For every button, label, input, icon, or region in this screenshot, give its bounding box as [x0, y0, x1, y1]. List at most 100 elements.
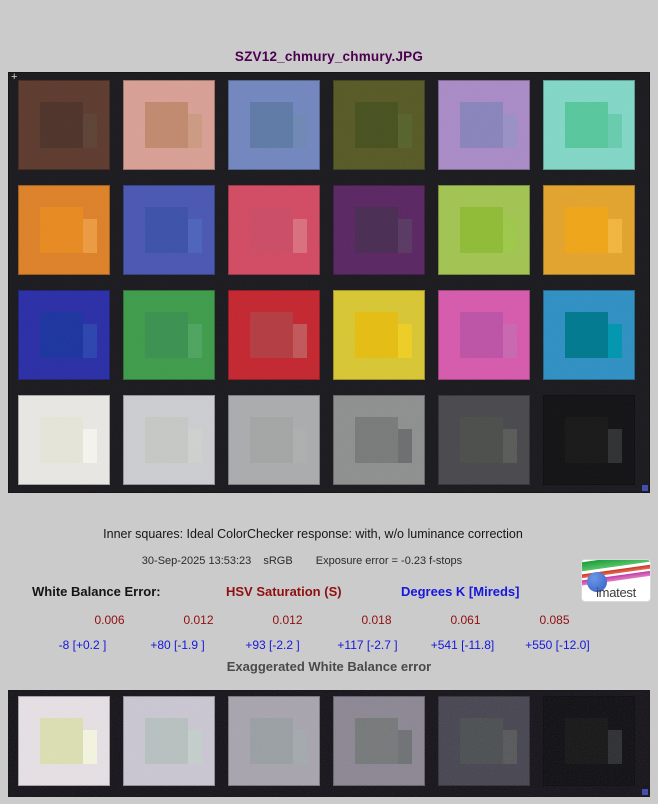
ideal-response-uncorrected-square — [187, 428, 202, 464]
ideal-response-uncorrected-square — [292, 113, 307, 149]
degrees-k-values: -8 [+0.2 ] +80 [-1.9 ] +93 [-2.2 ] +117 [-2… — [35, 638, 605, 652]
ideal-response-uncorrected-square — [502, 323, 517, 359]
ideal-response-corrected-square — [564, 416, 608, 464]
color-patch — [543, 290, 635, 380]
ideal-response-uncorrected-square — [397, 113, 412, 149]
ideal-response-corrected-square — [354, 717, 398, 765]
degrees-k-value: +93 [-2.2 ] — [245, 638, 300, 652]
ideal-response-uncorrected-square — [187, 729, 202, 765]
ideal-response-uncorrected-square — [502, 113, 517, 149]
color-patch — [333, 696, 425, 786]
ideal-response-corrected-square — [39, 101, 83, 149]
exaggerated-wb-title: Exaggerated White Balance error — [226, 659, 432, 674]
ideal-response-corrected-square — [354, 416, 398, 464]
hsv-saturation-value: 0.085 — [539, 613, 570, 627]
ideal-response-uncorrected-square — [397, 218, 412, 254]
ideal-response-corrected-square — [354, 206, 398, 254]
ideal-response-uncorrected-square — [82, 428, 97, 464]
ideal-response-corrected-square — [459, 717, 503, 765]
color-patch — [543, 395, 635, 485]
hsv-saturation-value: 0.012 — [272, 613, 303, 627]
color-patch — [228, 80, 320, 170]
ideal-response-corrected-square — [144, 206, 188, 254]
degrees-k-value: +117 [-2.7 ] — [337, 638, 398, 652]
color-patch — [543, 696, 635, 786]
colorchecker-grid — [8, 72, 650, 493]
ideal-response-corrected-square — [144, 311, 188, 359]
exaggerated-wb-panel — [8, 690, 650, 797]
color-patch — [123, 395, 215, 485]
ideal-response-corrected-square — [39, 717, 83, 765]
ideal-response-corrected-square — [459, 311, 503, 359]
color-patch — [438, 185, 530, 275]
color-patch — [228, 395, 320, 485]
colorspace: sRGB — [263, 555, 293, 567]
color-patch — [333, 290, 425, 380]
color-patch — [18, 290, 110, 380]
color-patch — [333, 395, 425, 485]
hsv-saturation-value: 0.061 — [450, 613, 481, 627]
ideal-response-uncorrected-square — [187, 218, 202, 254]
ideal-response-uncorrected-square — [82, 218, 97, 254]
degrees-k-value: +550 [-12.0] — [525, 638, 590, 652]
ideal-response-corrected-square — [354, 101, 398, 149]
hsv-saturation-label: HSV Saturation (S) — [226, 584, 342, 599]
ideal-response-uncorrected-square — [607, 729, 622, 765]
degrees-k-value: +541 [-11.8] — [430, 638, 495, 652]
ideal-response-uncorrected-square — [187, 113, 202, 149]
color-patch — [18, 395, 110, 485]
ideal-response-corrected-square — [564, 717, 608, 765]
ideal-response-uncorrected-square — [502, 218, 517, 254]
inner-squares-caption: Inner squares: Ideal ColorChecker respon… — [103, 527, 523, 541]
ideal-response-corrected-square — [564, 101, 608, 149]
ideal-response-corrected-square — [39, 416, 83, 464]
color-patch — [543, 80, 635, 170]
color-patch — [123, 185, 215, 275]
ideal-response-corrected-square — [144, 717, 188, 765]
ideal-response-corrected-square — [249, 416, 293, 464]
ideal-response-corrected-square — [354, 311, 398, 359]
hsv-saturation-value: 0.018 — [361, 613, 392, 627]
ideal-response-corrected-square — [249, 206, 293, 254]
ideal-response-corrected-square — [249, 101, 293, 149]
ideal-response-uncorrected-square — [502, 428, 517, 464]
color-patch — [438, 80, 530, 170]
color-patch — [18, 185, 110, 275]
degrees-k-value: -8 [+0.2 ] — [58, 638, 107, 652]
color-patch — [438, 696, 530, 786]
page-title: SZV12_chmury_chmury.JPG — [234, 49, 424, 64]
ideal-response-uncorrected-square — [187, 323, 202, 359]
ideal-response-corrected-square — [564, 311, 608, 359]
registration-plus-mark: + — [11, 71, 18, 83]
color-patch — [543, 185, 635, 275]
hsv-saturation-value: 0.006 — [94, 613, 125, 627]
meta-caption: 30-Sep-2025 13:53:23 sRGB Exposure error… — [0, 555, 604, 567]
hsv-saturation-values: 0.006 0.012 0.012 0.018 0.061 0.085 — [65, 613, 599, 627]
ideal-response-uncorrected-square — [292, 729, 307, 765]
ideal-response-uncorrected-square — [397, 428, 412, 464]
exposure-error: Exposure error = -0.23 f-stops — [315, 555, 463, 567]
ideal-response-corrected-square — [564, 206, 608, 254]
color-patch — [123, 80, 215, 170]
ideal-response-uncorrected-square — [82, 729, 97, 765]
timestamp: 30-Sep-2025 13:53:23 — [141, 555, 252, 567]
wb-error-label: White Balance Error: — [32, 584, 161, 599]
ideal-response-corrected-square — [249, 311, 293, 359]
ideal-response-uncorrected-square — [82, 323, 97, 359]
ideal-response-corrected-square — [459, 101, 503, 149]
color-patch — [228, 185, 320, 275]
ideal-response-corrected-square — [144, 416, 188, 464]
degrees-k-value: +80 [-1.9 ] — [150, 638, 205, 652]
color-patch — [333, 80, 425, 170]
ideal-response-uncorrected-square — [607, 323, 622, 359]
ideal-response-uncorrected-square — [607, 428, 622, 464]
ideal-response-uncorrected-square — [397, 323, 412, 359]
hsv-saturation-value: 0.012 — [183, 613, 214, 627]
roi-corner-mark — [642, 789, 648, 795]
degrees-k-label: Degrees K [Mireds] — [401, 584, 520, 599]
ideal-response-corrected-square — [39, 311, 83, 359]
ideal-response-uncorrected-square — [397, 729, 412, 765]
ideal-response-uncorrected-square — [82, 113, 97, 149]
ideal-response-corrected-square — [459, 206, 503, 254]
logo-blue-circle — [587, 572, 607, 592]
